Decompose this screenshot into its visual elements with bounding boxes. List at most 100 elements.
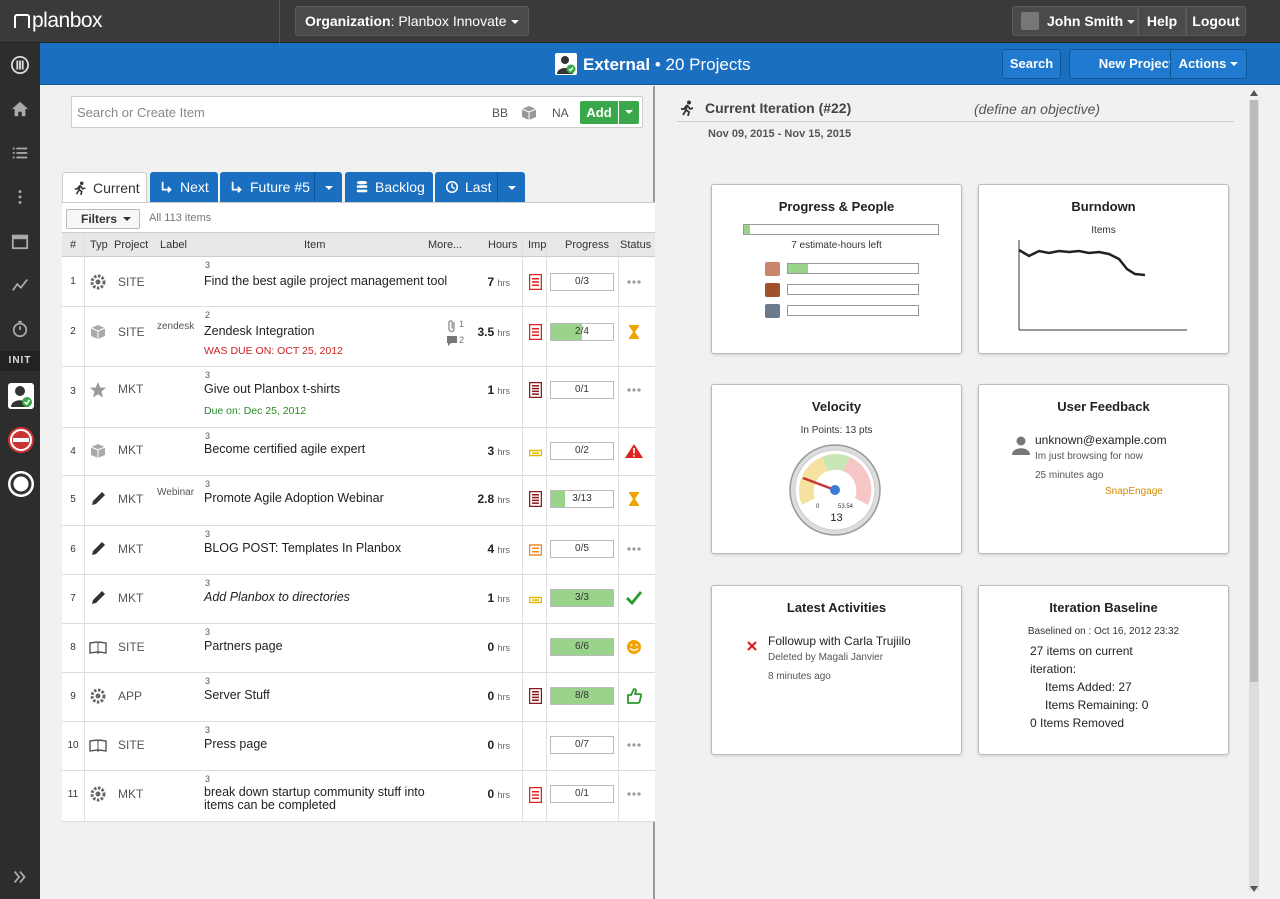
attachment-icon[interactable] bbox=[446, 319, 458, 333]
search-create-box: BB NA Add bbox=[71, 96, 643, 128]
add-button[interactable]: Add bbox=[580, 101, 618, 124]
row-hours: 3.5 hrs bbox=[477, 325, 510, 339]
stopwatch-icon bbox=[12, 320, 28, 338]
more-dots-icon[interactable] bbox=[624, 786, 644, 802]
table-row[interactable]: 9 APP 3 Server Stuff 0 hrs 8/8 bbox=[62, 673, 655, 722]
table-row[interactable]: 4 MKT 3 Become certified agile expert 3 … bbox=[62, 428, 655, 476]
more-dots-icon[interactable] bbox=[624, 274, 644, 290]
row-title[interactable]: break down startup community stuff into … bbox=[204, 785, 425, 812]
nav-list[interactable] bbox=[0, 131, 40, 175]
nav-more[interactable] bbox=[0, 175, 40, 219]
tag-na[interactable]: NA bbox=[552, 106, 569, 120]
iteration-title[interactable]: Current Iteration (#22) bbox=[705, 100, 852, 116]
last-dropdown[interactable] bbox=[497, 172, 525, 202]
more-dots-icon[interactable] bbox=[624, 541, 644, 557]
col-progress[interactable]: Progress bbox=[565, 239, 610, 251]
project-stamp-icon[interactable] bbox=[8, 427, 34, 453]
filters-button[interactable]: Filters bbox=[66, 209, 140, 229]
row-title[interactable]: Server Stuff bbox=[204, 688, 270, 702]
progress-people-card[interactable]: Progress & People 7 estimate-hours left bbox=[711, 184, 962, 354]
checkmark-icon[interactable] bbox=[624, 590, 644, 606]
scroll-thumb[interactable] bbox=[1250, 100, 1258, 682]
velocity-card[interactable]: Velocity In Points: 13 pts 0 53.54 13 bbox=[711, 384, 962, 554]
more-dots-icon[interactable] bbox=[624, 382, 644, 398]
organization-dropdown[interactable]: Organization: Planbox Innovate bbox=[295, 6, 529, 36]
table-row[interactable]: 3 MKT 3 Give out Planbox t-shirts Due on… bbox=[62, 367, 655, 428]
project-title: External • 20 Projects bbox=[555, 53, 751, 75]
tag-bb[interactable]: BB bbox=[492, 106, 509, 120]
search-input[interactable] bbox=[72, 97, 472, 127]
scroll-down-icon[interactable] bbox=[1250, 886, 1258, 892]
nav-main-logo[interactable] bbox=[0, 43, 40, 87]
scroll-up-icon[interactable] bbox=[1250, 90, 1258, 96]
hourglass-icon[interactable] bbox=[624, 324, 644, 340]
activity-item[interactable]: Followup with Carla Trujiilo bbox=[768, 634, 911, 648]
col-item[interactable]: Item bbox=[304, 239, 326, 251]
actions-dropdown[interactable]: Actions bbox=[1170, 49, 1247, 79]
row-title[interactable]: Find the best agile project management t… bbox=[204, 274, 448, 288]
row-number: 8 bbox=[70, 642, 76, 653]
col-type[interactable]: Typ bbox=[90, 239, 108, 251]
row-title[interactable]: Partners page bbox=[204, 639, 283, 653]
user-feedback-card[interactable]: User Feedback unknown@example.com Im jus… bbox=[978, 384, 1229, 554]
col-label[interactable]: Label bbox=[160, 239, 187, 251]
table-row[interactable]: 10 SITE 3 Press page 0 hrs 0/7 bbox=[62, 722, 655, 771]
thumbs-up-icon[interactable] bbox=[624, 688, 644, 704]
more-dots-icon[interactable] bbox=[624, 737, 644, 753]
add-dropdown[interactable] bbox=[619, 101, 639, 124]
row-title[interactable]: Press page bbox=[204, 737, 268, 751]
project-external-icon[interactable] bbox=[8, 383, 34, 409]
row-number: 7 bbox=[70, 593, 76, 604]
row-title[interactable]: BLOG POST: Templates In Planbox bbox=[204, 541, 402, 555]
tab-future[interactable]: Future #5 bbox=[220, 172, 342, 202]
table-row[interactable]: 6 MKT 3 BLOG POST: Templates In Planbox … bbox=[62, 526, 655, 575]
row-title[interactable]: Become certified agile expert bbox=[204, 442, 366, 456]
nav-reports[interactable] bbox=[0, 263, 40, 307]
comment-icon[interactable] bbox=[446, 335, 458, 347]
tab-backlog[interactable]: Backlog bbox=[345, 172, 433, 202]
iteration-objective[interactable]: (define an objective) bbox=[974, 101, 1101, 117]
col-project[interactable]: Project bbox=[114, 239, 149, 251]
latest-activities-card[interactable]: Latest Activities Followup with Carla Tr… bbox=[711, 585, 962, 755]
future-dropdown[interactable] bbox=[314, 172, 342, 202]
table-row[interactable]: 7 MKT 3 Add Planbox to directories 1 hrs… bbox=[62, 575, 655, 624]
tab-next[interactable]: Next bbox=[150, 172, 218, 202]
col-more[interactable]: More... bbox=[428, 239, 463, 251]
hourglass-icon[interactable] bbox=[624, 491, 644, 507]
table-row[interactable]: 1 SITE 3 Find the best agile project man… bbox=[62, 257, 655, 307]
col-hours[interactable]: Hours bbox=[488, 239, 518, 251]
smiley-icon[interactable] bbox=[624, 639, 644, 655]
feedback-user[interactable]: unknown@example.com bbox=[1035, 433, 1167, 447]
tab-last[interactable]: Last bbox=[435, 172, 525, 202]
col-status[interactable]: Status bbox=[620, 239, 652, 251]
nav-expand[interactable] bbox=[0, 855, 40, 899]
table-row[interactable]: 5 MKT Webinar 3 Promote Agile Adoption W… bbox=[62, 476, 655, 526]
scrollbar[interactable] bbox=[1247, 86, 1280, 899]
row-title[interactable]: Give out Planbox t-shirts bbox=[204, 382, 341, 396]
burndown-card[interactable]: Burndown Items bbox=[978, 184, 1229, 354]
row-title[interactable]: Zendesk Integration bbox=[204, 324, 315, 338]
help-button[interactable]: Help bbox=[1138, 6, 1186, 36]
tab-current[interactable]: Current bbox=[62, 172, 147, 203]
chevron-down-icon bbox=[123, 217, 132, 221]
row-title[interactable]: Promote Agile Adoption Webinar bbox=[204, 491, 384, 505]
search-button[interactable]: Search bbox=[1002, 49, 1061, 79]
table-row[interactable]: 2 SITE zendesk 2 Zendesk Integration WAS… bbox=[62, 307, 655, 367]
row-title[interactable]: Add Planbox to directories bbox=[204, 590, 350, 604]
nav-home[interactable] bbox=[0, 87, 40, 131]
user-menu[interactable]: John Smith bbox=[1012, 6, 1138, 36]
box-icon[interactable] bbox=[520, 104, 538, 122]
nav-calendar[interactable] bbox=[0, 219, 40, 263]
col-importance[interactable]: Imp bbox=[528, 239, 547, 251]
nav-timer[interactable] bbox=[0, 307, 40, 351]
row-hours: 1 hrs bbox=[487, 591, 510, 605]
iteration-baseline-card[interactable]: Iteration Baseline Baselined on : Oct 16… bbox=[978, 585, 1229, 755]
planbox-logo[interactable]: planbox bbox=[14, 9, 103, 33]
table-row[interactable]: 11 MKT 3 break down startup community st… bbox=[62, 771, 655, 822]
table-row[interactable]: 8 SITE 3 Partners page 0 hrs 6/6 bbox=[62, 624, 655, 673]
warning-icon[interactable] bbox=[624, 443, 644, 459]
feedback-source[interactable]: SnapEngage bbox=[1105, 486, 1163, 497]
col-num[interactable]: # bbox=[70, 239, 77, 251]
logout-button[interactable]: Logout bbox=[1186, 6, 1246, 36]
project-ring-icon[interactable] bbox=[8, 471, 34, 497]
